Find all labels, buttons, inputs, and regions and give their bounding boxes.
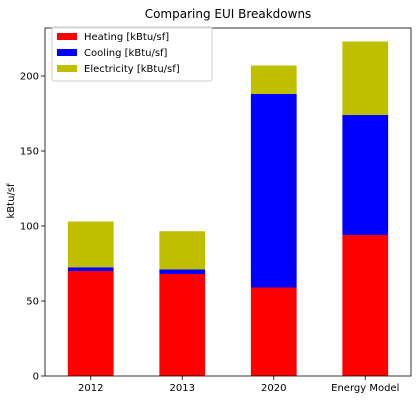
legend-label: Electricity [kBtu/sf] bbox=[84, 64, 180, 75]
bar-2013-series-2 bbox=[159, 231, 206, 270]
x-tick-label: 2020 bbox=[261, 383, 286, 394]
plot-frame bbox=[44, 27, 412, 377]
y-tick-label: 0 bbox=[33, 372, 39, 383]
x-tick-label: 2012 bbox=[78, 383, 103, 394]
legend-swatch bbox=[57, 65, 77, 72]
y-tick-label: 100 bbox=[20, 222, 39, 233]
legend-label: Heating [kBtu/sf] bbox=[84, 32, 169, 43]
y-tick-label: 50 bbox=[26, 297, 39, 308]
axes-layer: 2012 2013 2020 Energy Model 0 50 100 150 200 bbox=[20, 27, 412, 394]
legend-box bbox=[51, 26, 213, 82]
bars-layer bbox=[67, 41, 389, 376]
bar-2020-series-0 bbox=[250, 287, 297, 376]
bar-2020-series-1 bbox=[250, 94, 297, 288]
legend: Heating [kBtu/sf] Cooling [kBtu/sf] Electr… bbox=[51, 26, 213, 82]
y-tick-label: 200 bbox=[20, 72, 39, 83]
bar-2020-series-2 bbox=[250, 65, 297, 94]
chart-title: Comparing EUI Breakdowns bbox=[145, 7, 312, 21]
bar-energy-model-series-0 bbox=[342, 235, 389, 376]
x-tick-label: Energy Model bbox=[331, 383, 399, 394]
bar-energy-model-series-2 bbox=[342, 41, 389, 115]
legend-swatch bbox=[57, 49, 77, 56]
bar-energy-model-series-1 bbox=[342, 115, 389, 235]
legend-swatch bbox=[57, 33, 77, 40]
bar-2013-series-0 bbox=[159, 274, 206, 376]
bar-2012-series-2 bbox=[67, 221, 114, 268]
y-tick-label: 150 bbox=[20, 147, 39, 158]
bar-2012-series-1 bbox=[67, 267, 114, 271]
bar-2012-series-0 bbox=[67, 271, 114, 376]
legend-label: Cooling [kBtu/sf] bbox=[84, 48, 168, 59]
x-tick-label: 2013 bbox=[170, 383, 195, 394]
y-axis-label: kBtu/sf bbox=[6, 183, 17, 218]
bar-2013-series-1 bbox=[159, 269, 206, 274]
